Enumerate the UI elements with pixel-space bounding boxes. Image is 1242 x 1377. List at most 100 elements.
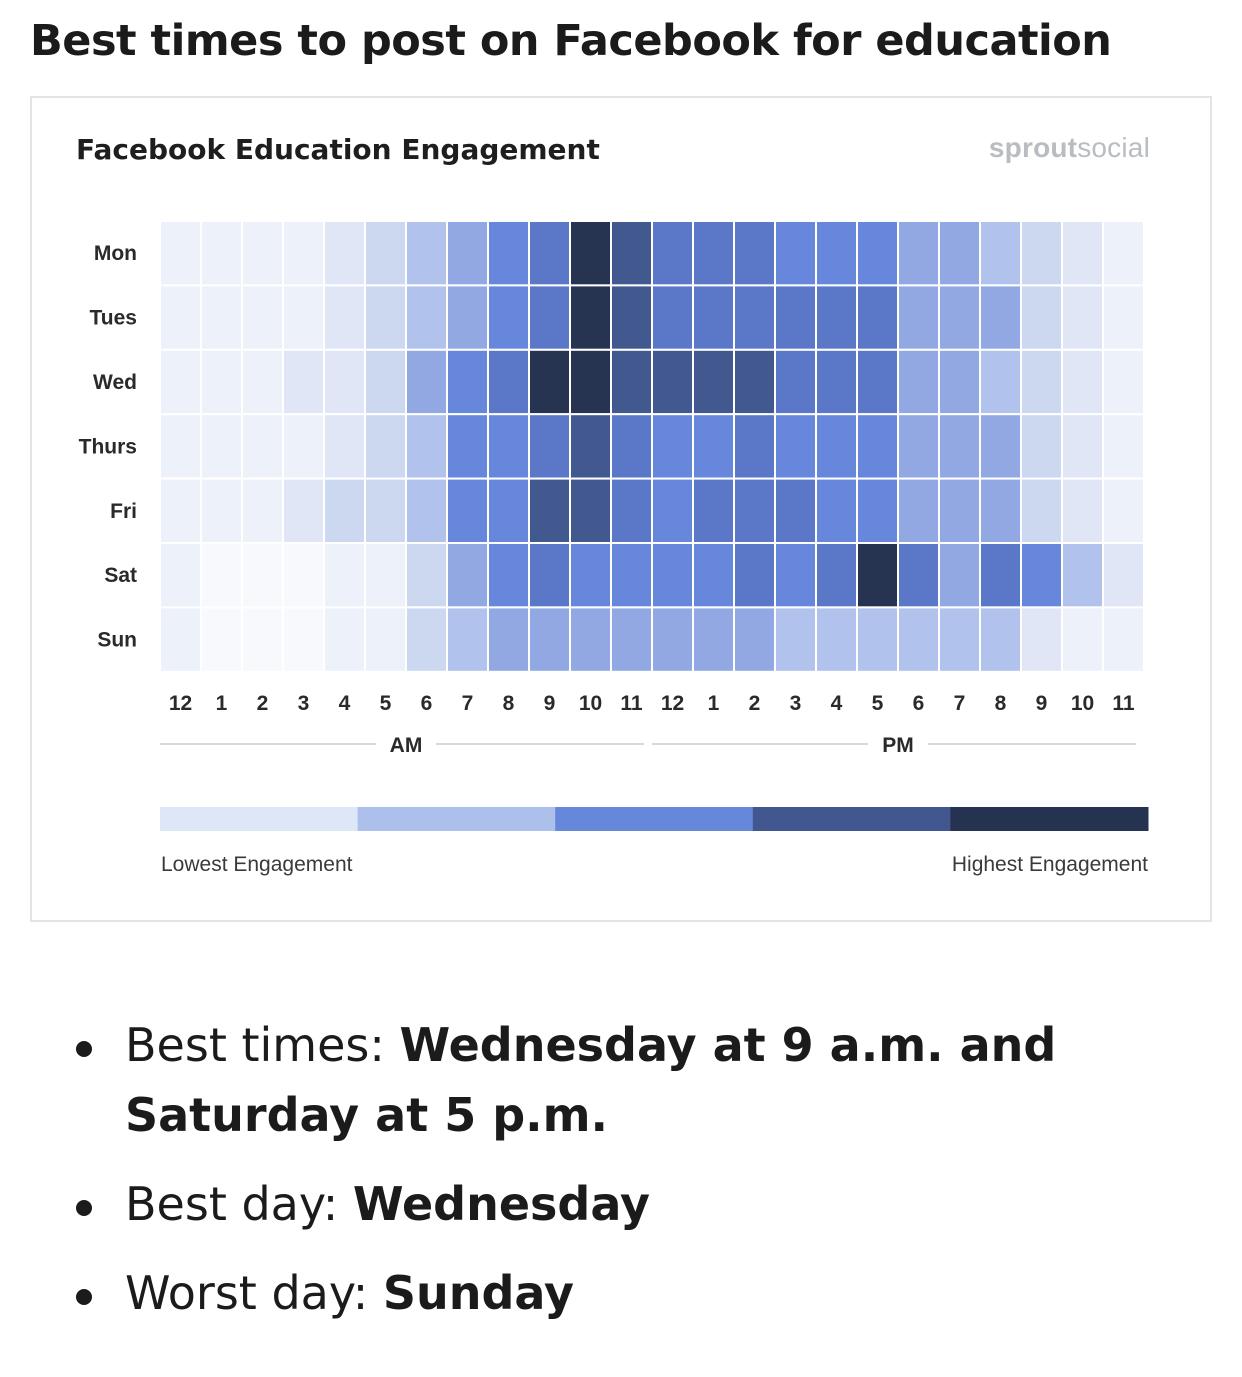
bullet-icon	[76, 1200, 92, 1216]
heatmap-cell	[405, 606, 448, 673]
heatmap-cell	[692, 220, 735, 287]
heatmap-cell	[282, 477, 325, 545]
heatmap-cell	[733, 348, 776, 416]
heatmap-cell	[1102, 606, 1145, 673]
heatmap-cell	[487, 284, 530, 351]
heatmap-cell	[979, 606, 1022, 673]
heatmap-cell	[610, 477, 653, 545]
row-label: Thurs	[79, 435, 137, 458]
heatmap-cell	[528, 220, 571, 287]
heatmap-cell	[897, 477, 940, 545]
heatmap-cell	[323, 413, 366, 480]
heatmap-cell	[651, 413, 694, 480]
heatmap-cell	[610, 220, 653, 287]
summary-key: Best day:	[125, 1177, 353, 1231]
column-label: 9	[544, 692, 556, 715]
heatmap-cell	[200, 348, 243, 416]
heatmap-cell	[323, 348, 366, 416]
heatmap-cell	[1061, 348, 1104, 416]
row-label: Wed	[93, 371, 137, 394]
heatmap-cell	[856, 284, 899, 351]
heatmap-cell	[733, 220, 776, 287]
column-label: 6	[421, 692, 433, 715]
heatmap-cell	[733, 606, 776, 673]
heatmap-cell	[692, 284, 735, 351]
column-label: 10	[579, 692, 602, 715]
heatmap-cell	[364, 413, 407, 480]
heatmap-cell	[610, 348, 653, 416]
heatmap-cell	[651, 220, 694, 287]
column-label: 3	[298, 692, 310, 715]
heatmap-cell	[692, 606, 735, 673]
heatmap-cell	[815, 284, 858, 351]
heatmap-cell	[774, 606, 817, 673]
summary-item-best-day: Best day: Wednesday	[70, 1169, 1210, 1239]
heatmap-cell	[979, 542, 1022, 609]
column-label: 6	[913, 692, 925, 715]
heatmap-cell	[487, 477, 530, 545]
brand-logo: sproutsocial	[989, 130, 1150, 166]
heatmap-cell	[733, 477, 776, 545]
heatmap-cell	[282, 542, 325, 609]
legend-high-label: Highest Engagement	[951, 853, 1148, 876]
brand-logo-bold: sprout	[988, 132, 1078, 163]
heatmap-cell	[487, 220, 530, 287]
heatmap-cell	[692, 477, 735, 545]
heatmap-cell	[651, 348, 694, 416]
heatmap-cell	[979, 220, 1022, 287]
heatmap-cell	[446, 220, 489, 287]
heatmap-cell	[323, 220, 366, 287]
heatmap-cell	[1102, 477, 1145, 545]
heatmap-cell	[692, 413, 735, 480]
heatmap-cell	[856, 542, 899, 609]
row-label: Fri	[110, 500, 137, 523]
heatmap-cell	[815, 413, 858, 480]
heatmap-cell	[938, 220, 981, 287]
heatmap-cell	[897, 284, 940, 351]
row-label: Mon	[94, 242, 137, 265]
heatmap-cell	[733, 542, 776, 609]
heatmap-cell	[897, 220, 940, 287]
heatmap-cell	[241, 542, 284, 609]
heatmap-cell	[1102, 284, 1145, 351]
heatmap-cell	[1061, 477, 1104, 545]
summary-key: Worst day:	[125, 1266, 383, 1320]
heatmap-cell	[528, 413, 571, 480]
heatmap-cell	[651, 284, 694, 351]
heatmap-cell	[446, 606, 489, 673]
bullet-icon	[76, 1289, 92, 1305]
heatmap-cell	[897, 542, 940, 609]
heatmap-cell	[282, 220, 325, 287]
heatmap-cell	[1020, 477, 1063, 545]
heatmap-cell	[610, 413, 653, 480]
heatmap-cell	[364, 477, 407, 545]
summary-item-worst-day: Worst day: Sunday	[70, 1258, 1210, 1328]
legend-swatch	[555, 807, 754, 831]
heatmap-cell	[733, 284, 776, 351]
heatmap-cell	[1061, 606, 1104, 673]
heatmap-cell	[200, 542, 243, 609]
column-label: 5	[872, 692, 884, 715]
bullet-icon	[76, 1041, 92, 1057]
column-label: 12	[169, 692, 192, 715]
summary-key: Best times:	[125, 1018, 400, 1072]
heatmap-cell	[774, 348, 817, 416]
heatmap-cell	[610, 606, 653, 673]
heatmap-cell	[528, 348, 571, 416]
heatmap-cell	[856, 220, 899, 287]
heatmap-cell	[938, 413, 981, 480]
heatmap-cell	[938, 348, 981, 416]
heatmap-cell	[1020, 220, 1063, 287]
heatmap-cell	[241, 477, 284, 545]
brand-logo-light: social	[1077, 132, 1150, 163]
heatmap-cell	[405, 542, 448, 609]
heatmap-cell	[774, 220, 817, 287]
heatmap-cell	[159, 542, 202, 609]
heatmap-cell	[364, 284, 407, 351]
heatmap-cell	[487, 606, 530, 673]
heatmap-cell	[938, 477, 981, 545]
heatmap-cell	[1020, 284, 1063, 351]
column-label: 9	[1036, 692, 1048, 715]
heatmap-cell	[610, 542, 653, 609]
column-label: 11	[1112, 692, 1135, 715]
